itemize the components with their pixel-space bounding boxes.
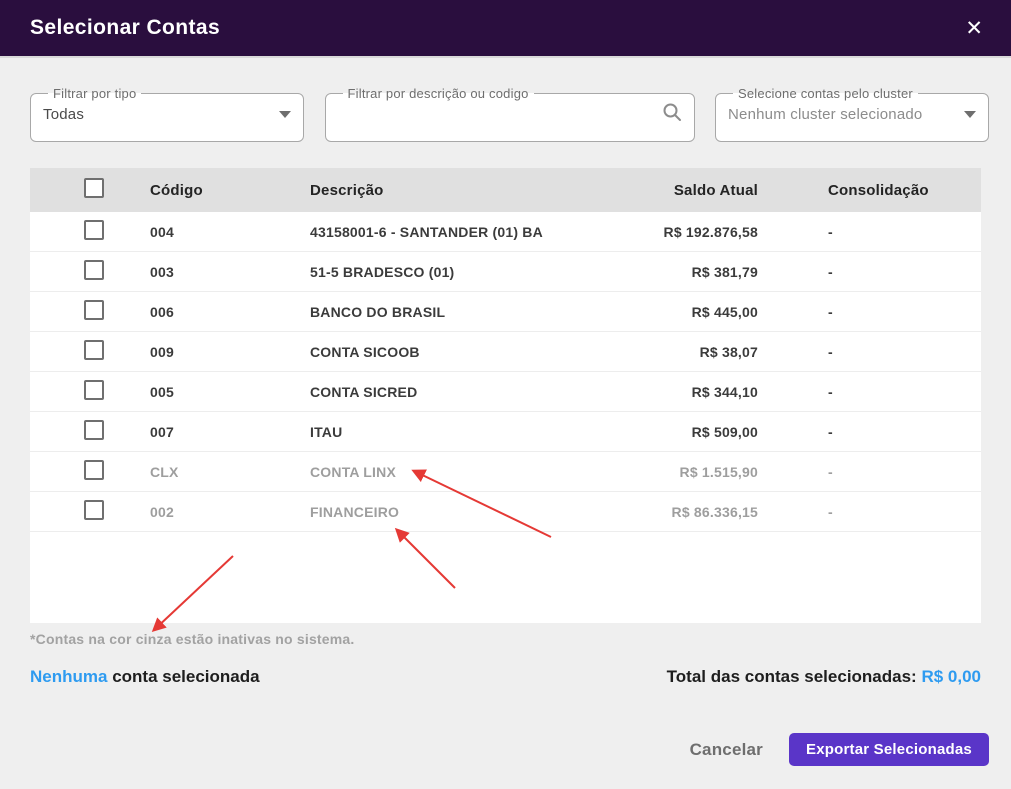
total-label: Total das contas selecionadas: [666, 667, 922, 686]
filter-search-field: Filtrar por descrição ou codigo [324, 86, 695, 142]
cell-descricao: CONTA SICRED [310, 383, 418, 400]
table-row: 004 43158001-6 - SANTANDER (01) BA R$ 19… [30, 212, 981, 252]
cell-codigo: 005 [150, 383, 174, 400]
export-selected-button[interactable]: Exportar Selecionadas [789, 733, 989, 766]
table-row: CLX CONTA LINX R$ 1.515,90 - [30, 452, 981, 492]
cell-saldo: R$ 445,00 [691, 303, 758, 320]
total-value: R$ 0,00 [921, 667, 981, 686]
table-body: 004 43158001-6 - SANTANDER (01) BA R$ 19… [30, 212, 981, 532]
row-checkbox[interactable] [84, 380, 104, 400]
chevron-down-icon [279, 110, 291, 118]
filter-cluster-value: Nenhum cluster selecionado [728, 105, 923, 123]
cell-descricao: ITAU [310, 423, 343, 440]
column-header-saldo: Saldo Atual [673, 181, 758, 199]
cell-saldo: R$ 381,79 [691, 263, 758, 280]
accounts-table: Código Descrição Saldo Atual Consolidaçã… [30, 168, 981, 623]
cell-descricao: FINANCEIRO [310, 503, 400, 520]
cell-codigo: 003 [150, 263, 174, 280]
cell-descricao: 51-5 BRADESCO (01) [310, 263, 455, 280]
cell-consolidacao: - [828, 223, 833, 240]
cell-consolidacao: - [828, 503, 833, 520]
modal-header: Selecionar Contas ✕ [0, 0, 1011, 58]
row-checkbox[interactable] [84, 500, 104, 520]
chevron-down-icon [964, 110, 976, 118]
table-row: 003 51-5 BRADESCO (01) R$ 381,79 - [30, 252, 981, 292]
column-header-consolidacao: Consolidação [828, 181, 929, 199]
filters-bar: Filtrar por tipo Todas Filtrar por descr… [0, 58, 1011, 142]
cell-saldo: R$ 509,00 [691, 423, 758, 440]
cell-consolidacao: - [828, 343, 833, 360]
cell-codigo: 002 [150, 503, 174, 520]
action-buttons: Cancelar Exportar Selecionadas [0, 733, 989, 766]
table-row: 007 ITAU R$ 509,00 - [30, 412, 981, 452]
selection-count-highlight: Nenhuma [30, 667, 108, 686]
cell-consolidacao: - [828, 423, 833, 440]
column-header-descricao: Descrição [310, 181, 384, 199]
row-checkbox[interactable] [84, 260, 104, 280]
filter-type-select[interactable]: Filtrar por tipo Todas [30, 86, 304, 142]
row-checkbox[interactable] [84, 300, 104, 320]
selection-count-text: Nenhuma conta selecionada [30, 667, 260, 687]
search-icon[interactable] [662, 102, 682, 127]
cell-saldo: R$ 1.515,90 [679, 463, 758, 480]
selection-summary: Nenhuma conta selecionada Total das cont… [30, 667, 981, 687]
cell-codigo: 007 [150, 423, 174, 440]
selection-total-text: Total das contas selecionadas: R$ 0,00 [667, 667, 981, 687]
row-checkbox[interactable] [84, 460, 104, 480]
select-all-checkbox[interactable] [84, 178, 104, 198]
row-checkbox[interactable] [84, 340, 104, 360]
table-row: 005 CONTA SICRED R$ 344,10 - [30, 372, 981, 412]
cell-consolidacao: - [828, 383, 833, 400]
cell-consolidacao: - [828, 463, 833, 480]
search-input[interactable] [337, 102, 654, 126]
table-row: 009 CONTA SICOOB R$ 38,07 - [30, 332, 981, 372]
cell-codigo: 006 [150, 303, 174, 320]
filter-type-label: Filtrar por tipo [53, 86, 137, 101]
filter-type-value: Todas [43, 105, 85, 123]
cell-codigo: 009 [150, 343, 174, 360]
cell-descricao: CONTA SICOOB [310, 343, 420, 360]
cell-descricao: CONTA LINX [310, 463, 396, 480]
cell-descricao: BANCO DO BRASIL [310, 303, 446, 320]
column-header-codigo: Código [150, 181, 203, 199]
table-row: 002 FINANCEIRO R$ 86.336,15 - [30, 492, 981, 532]
filter-cluster-select[interactable]: Selecione contas pelo cluster Nenhum clu… [715, 86, 989, 142]
table-row: 006 BANCO DO BRASIL R$ 445,00 - [30, 292, 981, 332]
cell-codigo: CLX [150, 463, 179, 480]
row-checkbox[interactable] [84, 220, 104, 240]
inactive-accounts-note: *Contas na cor cinza estão inativas no s… [30, 631, 355, 647]
cell-saldo: R$ 192.876,58 [663, 223, 758, 240]
table-header-row: Código Descrição Saldo Atual Consolidaçã… [30, 168, 981, 212]
close-icon[interactable]: ✕ [965, 16, 983, 40]
filter-search-label: Filtrar por descrição ou codigo [347, 86, 529, 101]
cell-codigo: 004 [150, 223, 174, 240]
row-checkbox[interactable] [84, 420, 104, 440]
modal-title: Selecionar Contas [30, 16, 221, 39]
cell-consolidacao: - [828, 303, 833, 320]
selection-count-rest: conta selecionada [107, 667, 260, 686]
cell-consolidacao: - [828, 263, 833, 280]
cancel-button[interactable]: Cancelar [689, 739, 763, 759]
cell-saldo: R$ 86.336,15 [671, 503, 758, 520]
cell-saldo: R$ 344,10 [691, 383, 758, 400]
cell-descricao: 43158001-6 - SANTANDER (01) BA [310, 223, 543, 240]
cell-saldo: R$ 38,07 [699, 343, 758, 360]
filter-cluster-label: Selecione contas pelo cluster [738, 86, 913, 101]
